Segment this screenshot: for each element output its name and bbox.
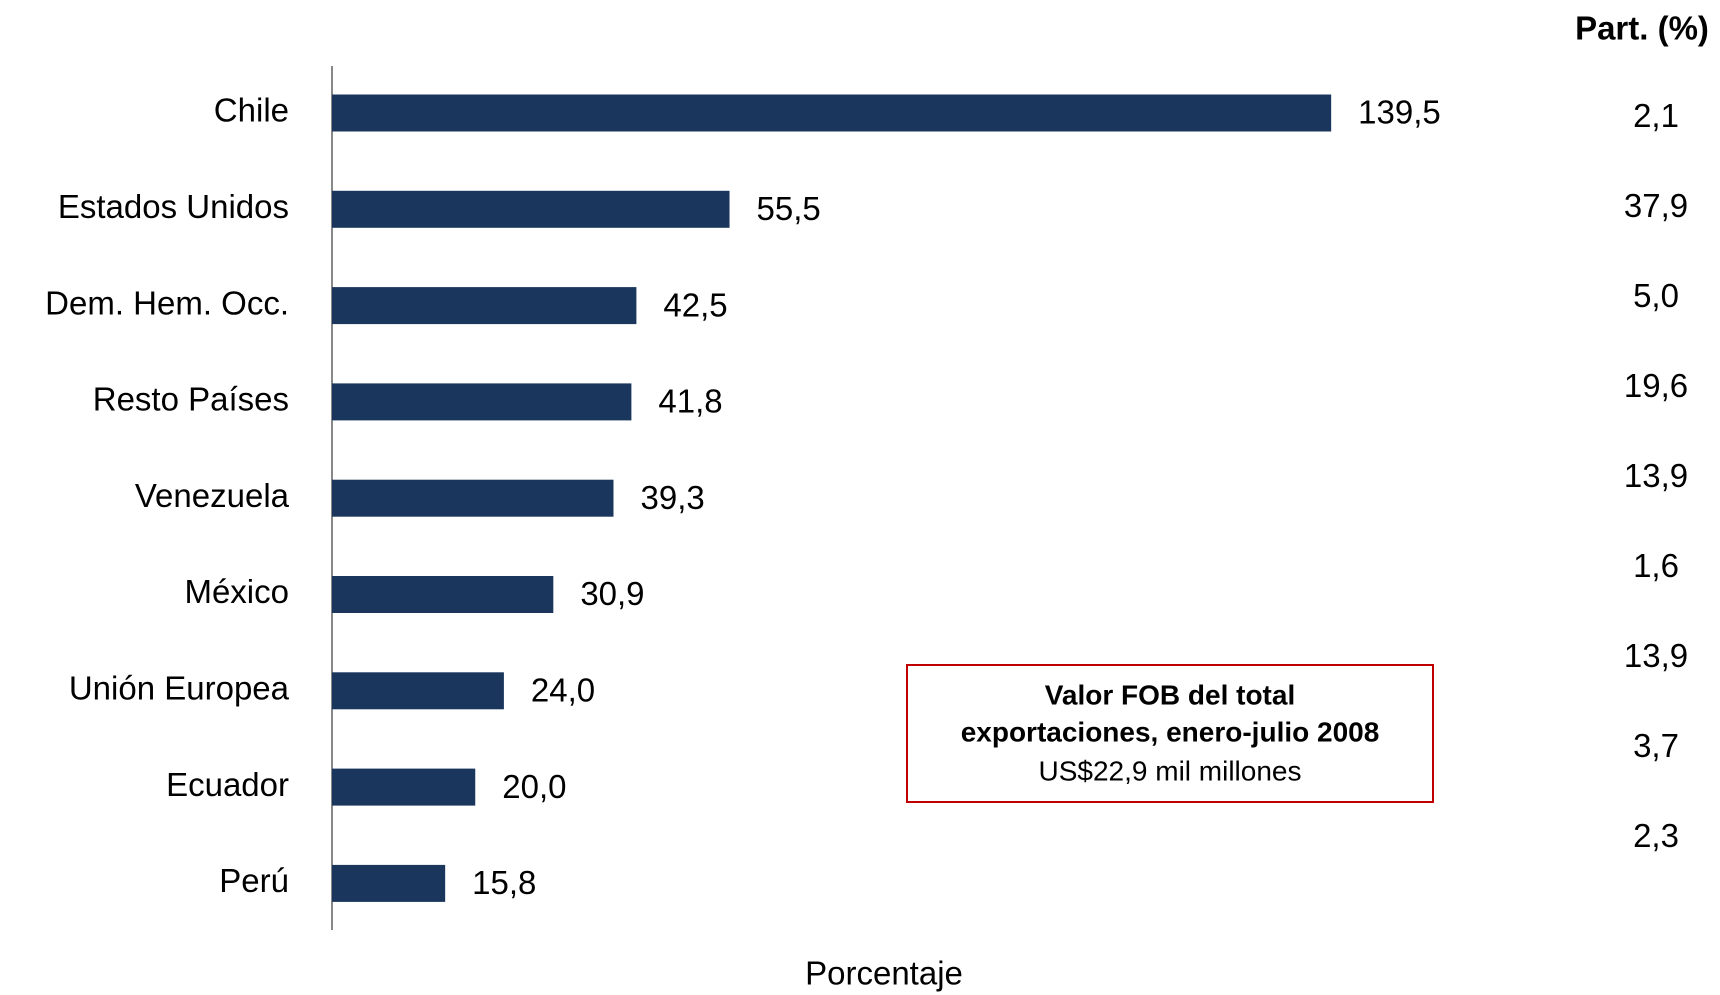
bar bbox=[332, 672, 504, 710]
y-tick-label: México bbox=[184, 573, 289, 610]
bar bbox=[332, 479, 614, 517]
y-tick-label: Chile bbox=[214, 92, 289, 129]
value-label: 139,5 bbox=[1358, 94, 1441, 131]
bar bbox=[332, 190, 730, 228]
y-tick-label: Perú bbox=[219, 862, 289, 899]
share-label: 37,9 bbox=[1624, 187, 1688, 224]
share-label: 1,6 bbox=[1633, 547, 1679, 584]
share-label: 13,9 bbox=[1624, 637, 1688, 674]
value-label: 20,0 bbox=[502, 768, 566, 805]
value-label: 15,8 bbox=[472, 864, 536, 901]
value-label: 41,8 bbox=[658, 383, 722, 420]
value-label: 42,5 bbox=[663, 286, 727, 323]
share-label: 13,9 bbox=[1624, 457, 1688, 494]
annotation-title: exportaciones, enero-julio 2008 bbox=[961, 716, 1380, 747]
y-tick-label: Estados Unidos bbox=[58, 188, 289, 225]
y-tick-label: Unión Europea bbox=[69, 670, 290, 707]
bar bbox=[332, 383, 632, 421]
share-label: 3,7 bbox=[1633, 727, 1679, 764]
bar bbox=[332, 768, 476, 806]
annotation-title: Valor FOB del total bbox=[1045, 679, 1295, 710]
value-label: 55,5 bbox=[757, 190, 821, 227]
share-label: 2,3 bbox=[1633, 817, 1679, 854]
y-tick-label: Venezuela bbox=[135, 477, 290, 514]
x-axis-label: Porcentaje bbox=[805, 955, 963, 992]
value-label: 39,3 bbox=[640, 479, 704, 516]
y-tick-label: Ecuador bbox=[166, 766, 289, 803]
annotation-box bbox=[906, 664, 1434, 803]
y-tick-label: Dem. Hem. Occ. bbox=[45, 284, 289, 321]
bar bbox=[332, 864, 446, 902]
bar bbox=[332, 287, 637, 325]
share-header: Part. (%) bbox=[1575, 10, 1709, 47]
y-tick-label: Resto Países bbox=[93, 381, 289, 418]
share-label: 19,6 bbox=[1624, 367, 1688, 404]
share-label: 5,0 bbox=[1633, 277, 1679, 314]
bar bbox=[332, 94, 1332, 132]
share-label: 2,1 bbox=[1633, 97, 1679, 134]
bar bbox=[332, 576, 554, 613]
annotation-text: US$22,9 mil millones bbox=[1039, 755, 1302, 786]
value-label: 30,9 bbox=[580, 575, 644, 612]
value-label: 24,0 bbox=[531, 672, 595, 709]
